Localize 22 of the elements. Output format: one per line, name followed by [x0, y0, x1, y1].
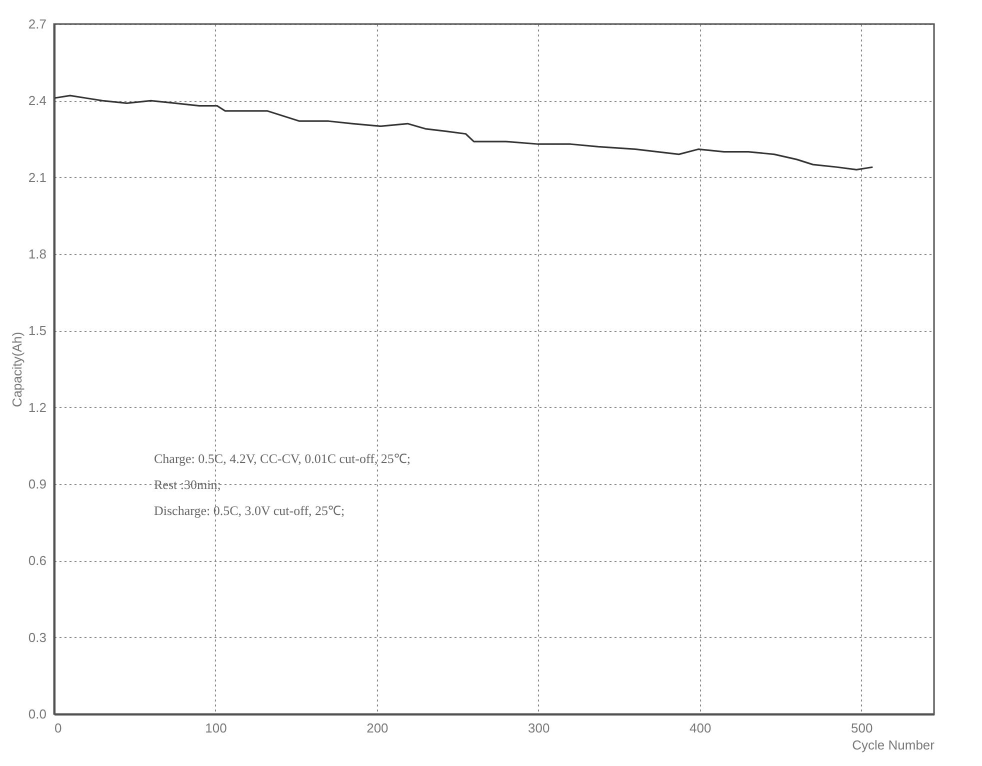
x-axis-title: Cycle Number: [852, 738, 936, 752]
y-tick-label: 1.5: [28, 323, 46, 338]
y-axis-title: Capacity(Ah): [9, 332, 24, 408]
y-tick-label: 0.0: [28, 706, 46, 722]
x-tick-label: 0: [54, 720, 62, 736]
annotation: Discharge: 0.5C, 3.0V cut-off, 25℃;: [154, 503, 345, 518]
x-tick-label: 400: [690, 720, 712, 736]
y-tick-label: 1.2: [28, 400, 46, 415]
x-tick-label: 300: [528, 720, 550, 736]
y-tick-label: 0.9: [28, 476, 46, 492]
line-series: [53, 94, 874, 170]
y-tick-label: 2.7: [28, 16, 46, 32]
y-tick-label: 2.4: [28, 93, 46, 108]
y-tick-label: 2.1: [28, 170, 46, 185]
y-tick-label: 0.3: [28, 630, 46, 645]
x-tick-label: 100: [205, 720, 227, 736]
y-tick-label: 0.6: [28, 553, 46, 568]
x-tick-label: 500: [850, 720, 873, 736]
x-tick-label: 200: [366, 720, 388, 736]
annotation: Rest :30min;: [154, 477, 221, 492]
annotation: Charge: 0.5C, 4.2V, CC-CV, 0.01C cut-off, 25℃;: [154, 451, 411, 466]
y-tick-label: 1.8: [28, 246, 46, 262]
